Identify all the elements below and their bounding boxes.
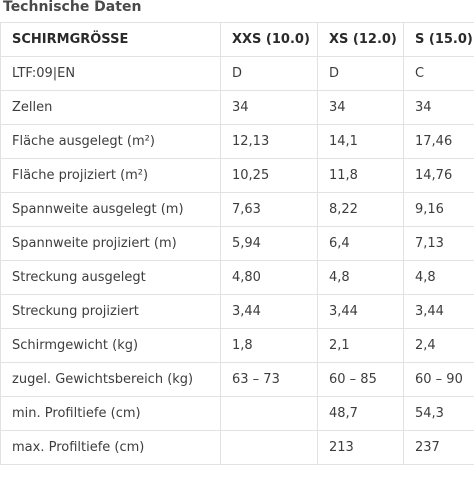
table-row: Spannweite projiziert (m) 5,94 6,4 7,13 — [0, 226, 474, 261]
table-row: Spannweite ausgelegt (m) 7,63 8,22 9,16 — [0, 192, 474, 227]
cell-s: 2,4 — [403, 328, 474, 363]
row-label: Spannweite ausgelegt (m) — [0, 192, 221, 227]
cell-xs: 213 — [317, 430, 404, 465]
cell-xxs: 4,80 — [220, 260, 318, 295]
row-label: min. Profiltiefe (cm) — [0, 396, 221, 431]
cell-xxs: 12,13 — [220, 124, 318, 159]
cell-xs: 48,7 — [317, 396, 404, 431]
cell-s: 17,46 — [403, 124, 474, 159]
cell-xxs — [220, 430, 318, 465]
header-cell-size: SCHIRMGRÖSSE — [0, 22, 221, 57]
cell-xs: 2,1 — [317, 328, 404, 363]
row-label: Fläche ausgelegt (m²) — [0, 124, 221, 159]
cell-xs: 34 — [317, 90, 404, 125]
cell-xxs: 1,8 — [220, 328, 318, 363]
cell-xxs: D — [220, 56, 318, 91]
table-row: Zellen 34 34 34 — [0, 90, 474, 125]
cell-xs: D — [317, 56, 404, 91]
cell-s: 60 – 90 — [403, 362, 474, 397]
cell-s: C — [403, 56, 474, 91]
cell-s: 237 — [403, 430, 474, 465]
cell-xxs: 63 – 73 — [220, 362, 318, 397]
cell-xxs: 7,63 — [220, 192, 318, 227]
cell-xxs: 34 — [220, 90, 318, 125]
row-label: Schirmgewicht (kg) — [0, 328, 221, 363]
table-header-row: SCHIRMGRÖSSE XXS (10.0) XS (12.0) S (15.… — [0, 22, 474, 57]
specs-table: SCHIRMGRÖSSE XXS (10.0) XS (12.0) S (15.… — [0, 22, 474, 465]
cell-xs: 14,1 — [317, 124, 404, 159]
section-title: Technische Daten — [3, 0, 142, 15]
cell-s: 3,44 — [403, 294, 474, 329]
cell-xs: 11,8 — [317, 158, 404, 193]
cell-s: 34 — [403, 90, 474, 125]
row-label: Spannweite projiziert (m) — [0, 226, 221, 261]
row-label: Streckung projiziert — [0, 294, 221, 329]
table-row: min. Profiltiefe (cm) 48,7 54,3 — [0, 396, 474, 431]
row-label: Streckung ausgelegt — [0, 260, 221, 295]
cell-s: 4,8 — [403, 260, 474, 295]
cell-xs: 4,8 — [317, 260, 404, 295]
header-cell-s: S (15.0) — [403, 22, 474, 57]
row-label: max. Profiltiefe (cm) — [0, 430, 221, 465]
table-row: Schirmgewicht (kg) 1,8 2,1 2,4 — [0, 328, 474, 363]
cell-xxs — [220, 396, 318, 431]
cell-xxs: 5,94 — [220, 226, 318, 261]
cell-s: 7,13 — [403, 226, 474, 261]
table-row: Fläche projiziert (m²) 10,25 11,8 14,76 — [0, 158, 474, 193]
table-row: max. Profiltiefe (cm) 213 237 — [0, 430, 474, 465]
row-label: zugel. Gewichtsbereich (kg) — [0, 362, 221, 397]
table-row: Streckung ausgelegt 4,80 4,8 4,8 — [0, 260, 474, 295]
cell-s: 54,3 — [403, 396, 474, 431]
cell-xs: 6,4 — [317, 226, 404, 261]
cell-s: 9,16 — [403, 192, 474, 227]
table-row: LTF:09|EN D D C — [0, 56, 474, 91]
table-row: Fläche ausgelegt (m²) 12,13 14,1 17,46 — [0, 124, 474, 159]
row-label: Fläche projiziert (m²) — [0, 158, 221, 193]
cell-xs: 60 – 85 — [317, 362, 404, 397]
cell-s: 14,76 — [403, 158, 474, 193]
cell-xs: 8,22 — [317, 192, 404, 227]
header-cell-xs: XS (12.0) — [317, 22, 404, 57]
cell-xxs: 10,25 — [220, 158, 318, 193]
table-row: zugel. Gewichtsbereich (kg) 63 – 73 60 –… — [0, 362, 474, 397]
cell-xxs: 3,44 — [220, 294, 318, 329]
row-label: LTF:09|EN — [0, 56, 221, 91]
table-row: Streckung projiziert 3,44 3,44 3,44 — [0, 294, 474, 329]
header-cell-xxs: XXS (10.0) — [220, 22, 318, 57]
row-label: Zellen — [0, 90, 221, 125]
cell-xs: 3,44 — [317, 294, 404, 329]
